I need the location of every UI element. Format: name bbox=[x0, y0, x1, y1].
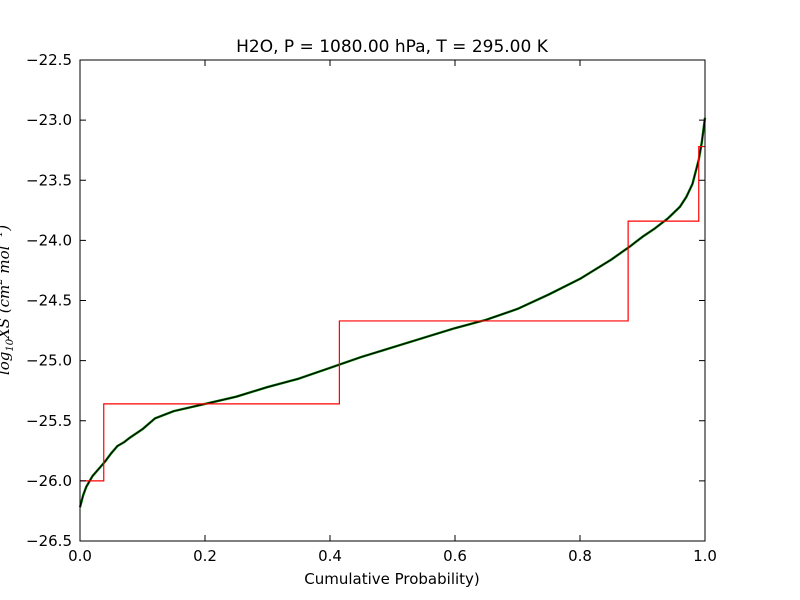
x-axis-label: Cumulative Probability) bbox=[304, 570, 480, 588]
y-tick-label: −25.0 bbox=[26, 352, 72, 370]
y-axis-label-base: log bbox=[0, 352, 13, 375]
y-tick-label: −24.5 bbox=[26, 292, 72, 310]
x-tick-label: 0.0 bbox=[68, 547, 92, 565]
y-tick-label: −23.0 bbox=[26, 111, 72, 129]
series-0-line bbox=[79, 117, 706, 508]
y-axis-ticks: −26.5 −26.0 −25.5 −25.0 −24.5 −24.0 −23.5 −23.0… bbox=[26, 51, 705, 550]
y-tick-label: −26.0 bbox=[26, 472, 72, 490]
x-tick-label: 0.6 bbox=[443, 547, 467, 565]
x-tick-label: 0.8 bbox=[568, 547, 592, 565]
y-axis-label-sub: 10 bbox=[5, 338, 16, 351]
y-tick-label: −22.5 bbox=[26, 51, 72, 69]
x-axis-ticks: 0.0 0.2 0.4 0.6 0.8 1.0 bbox=[68, 60, 717, 565]
chart-title: H2O, P = 1080.00 hPa, T = 295.00 K bbox=[236, 37, 549, 57]
series-1-step-line bbox=[80, 145, 705, 482]
y-axis-label-sup2: −1 bbox=[0, 231, 5, 246]
y-tick-label: −23.5 bbox=[26, 171, 72, 189]
y-axis-label-sup1: 2 bbox=[0, 278, 5, 285]
y-tick-label: −24.0 bbox=[26, 231, 72, 249]
plot-area: 0.0 0.2 0.4 0.6 0.8 1.0 −26.5−26.0−25.5−25.0−… bbox=[26, 51, 717, 565]
y-axis-label-main: XS (cm bbox=[0, 285, 13, 340]
y-axis-label-end: ) bbox=[0, 225, 13, 232]
x-tick-label: 1.0 bbox=[693, 547, 717, 565]
x-tick-label: 0.4 bbox=[318, 547, 342, 565]
y-tick-label: −25.5 bbox=[26, 412, 72, 430]
x-tick-label: 0.2 bbox=[193, 547, 217, 565]
y-axis-label: log10XS (cm2 mol−1) bbox=[0, 225, 16, 375]
y-axis-label-mid: mol bbox=[0, 245, 13, 278]
y-tick-label: −26.5 bbox=[26, 532, 72, 550]
series-layer bbox=[78, 117, 707, 508]
